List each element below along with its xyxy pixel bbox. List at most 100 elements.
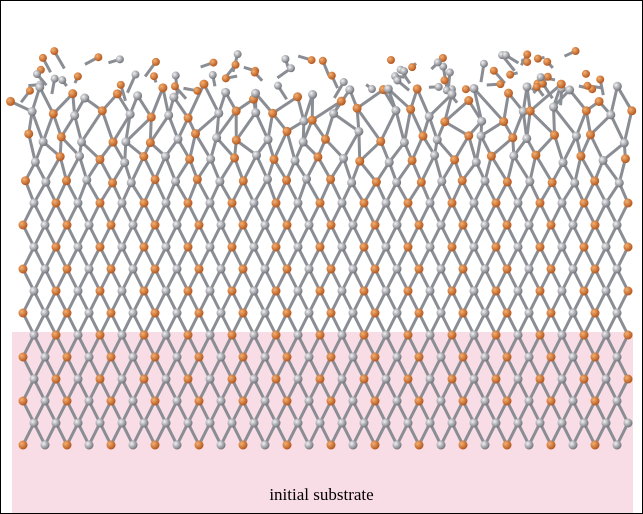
atom: [173, 353, 182, 362]
atom: [35, 83, 44, 92]
atom: [85, 265, 94, 274]
atom: [107, 353, 116, 362]
atom: [30, 375, 39, 384]
atom: [191, 129, 200, 138]
atom: [19, 353, 28, 362]
atom: [624, 419, 633, 428]
atom: [140, 199, 149, 208]
atom: [63, 265, 72, 274]
atom: [250, 419, 259, 428]
atom: [590, 176, 599, 185]
atom: [294, 375, 303, 384]
atom: [620, 138, 629, 147]
atom: [269, 155, 278, 164]
atom: [393, 76, 401, 84]
atom: [164, 111, 173, 120]
atom: [572, 132, 581, 141]
atom: [503, 177, 512, 186]
atom: [52, 375, 61, 384]
atom: [30, 243, 39, 252]
atom: [596, 75, 604, 83]
bond: [274, 131, 287, 159]
atom: [252, 151, 261, 160]
atom: [206, 155, 215, 164]
atom: [548, 178, 557, 187]
atom: [173, 221, 182, 230]
atom: [360, 375, 369, 384]
atom: [338, 243, 347, 252]
atom: [31, 157, 40, 166]
atom: [49, 109, 58, 118]
atom: [347, 178, 356, 187]
atom: [85, 397, 94, 406]
atom: [446, 68, 454, 76]
atom: [435, 83, 443, 91]
atom: [172, 72, 180, 80]
atom: [146, 138, 155, 147]
atom: [353, 104, 362, 113]
atom: [437, 353, 446, 362]
atom: [129, 441, 138, 450]
atom: [470, 199, 479, 208]
atom: [316, 419, 325, 428]
atom: [583, 82, 591, 90]
atom: [299, 138, 308, 147]
atom: [151, 353, 160, 362]
atom: [63, 309, 72, 318]
atom: [580, 419, 589, 428]
atom: [294, 199, 303, 208]
atom: [360, 419, 369, 428]
atom: [340, 78, 348, 86]
atom: [74, 419, 83, 428]
atom: [39, 137, 48, 146]
atom: [140, 243, 149, 252]
atom: [425, 112, 434, 121]
atom: [74, 72, 82, 80]
atom: [582, 70, 590, 78]
atom: [531, 151, 540, 160]
atom: [602, 331, 611, 340]
atom: [217, 441, 226, 450]
atom: [63, 221, 72, 230]
atom: [6, 97, 15, 106]
atom: [503, 221, 512, 230]
atom: [459, 221, 468, 230]
atom: [95, 155, 104, 164]
atom: [400, 67, 408, 75]
atom: [393, 221, 402, 230]
atom: [294, 287, 303, 296]
atom: [293, 92, 302, 101]
atom: [613, 265, 622, 274]
atom: [19, 265, 28, 274]
atom: [217, 221, 226, 230]
atom: [24, 129, 33, 138]
atom: [261, 397, 270, 406]
atom: [404, 199, 413, 208]
atom: [458, 176, 467, 185]
atom: [504, 89, 513, 98]
atom: [514, 375, 523, 384]
bond: [396, 111, 404, 143]
atom: [319, 57, 327, 65]
atom: [349, 441, 358, 450]
atom: [349, 397, 358, 406]
atom: [140, 287, 149, 296]
atom: [591, 309, 600, 318]
atom: [360, 243, 369, 252]
atom: [206, 419, 215, 428]
atom: [85, 221, 94, 230]
atom: [120, 158, 129, 167]
atom: [434, 58, 442, 66]
atom: [193, 175, 202, 184]
atom: [94, 53, 102, 61]
atom: [195, 353, 204, 362]
atom: [582, 106, 591, 115]
atom: [492, 419, 501, 428]
atom: [624, 243, 633, 252]
atom: [217, 397, 226, 406]
atom: [329, 109, 338, 118]
atom: [74, 243, 83, 252]
atom: [184, 114, 193, 123]
atom: [327, 221, 336, 230]
atom: [19, 441, 28, 450]
